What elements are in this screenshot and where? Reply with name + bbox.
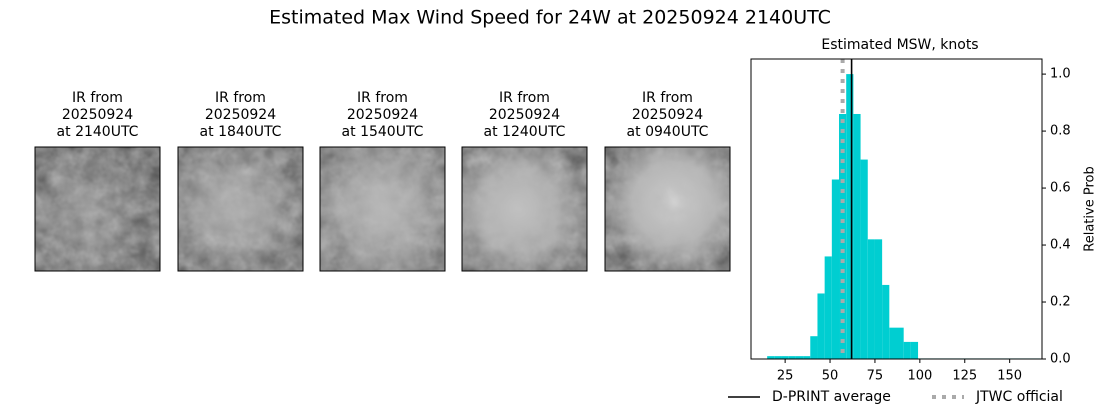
x-tick-label: 100 [907,369,932,384]
panel-caption: 20250924 [62,107,133,123]
image-border [604,146,731,272]
plot-frame [750,58,1043,360]
x-tick-label: 75 [867,369,884,384]
histogram-bar [846,74,854,359]
y-tick-label: 1.0 [1050,67,1071,82]
histogram-bar [767,356,775,359]
histogram-bar [824,256,832,359]
cloud-texture [178,147,303,271]
histogram-bar [853,113,861,360]
panel-caption: at 0940UTC [627,124,709,140]
image-border [319,146,446,272]
legend-label: D-PRINT average [772,389,891,405]
histogram-bar [903,341,911,359]
x-tick-label: 150 [997,369,1022,384]
histogram-bar [867,239,875,359]
y-tick-label: 0.6 [1050,181,1071,196]
panel-caption: at 1840UTC [200,124,282,140]
y-tick-label: 0.4 [1050,238,1071,253]
legend-label: JTWC official [975,389,1063,405]
y-tick-label: 0.8 [1050,124,1071,139]
histogram-bar [889,327,897,359]
image-border [461,146,588,272]
histogram-bar [860,159,868,359]
histogram-bar [910,341,919,359]
panel-caption: at 1240UTC [484,124,566,140]
histogram-bar [810,336,818,359]
panel-caption: at 2140UTC [57,124,139,140]
cloud-texture [320,147,445,271]
histogram-bar [882,284,890,359]
x-tick-label: 125 [952,369,977,384]
image-border [177,146,304,272]
y-tick-label: 0.2 [1050,295,1071,310]
figure-title: Estimated Max Wind Speed for 24W at 2025… [269,7,831,29]
histogram-bar [788,356,796,359]
panel-caption: IR from [72,90,123,106]
cloud-texture [35,147,160,271]
y-tick-label: 0.0 [1050,352,1071,367]
chart-title: Estimated MSW, knots [821,37,978,53]
panel-caption: 20250924 [347,107,418,123]
histogram-bar [774,356,782,359]
histogram-bar [795,356,804,359]
cloud-texture [462,147,587,271]
panel-caption: 20250924 [205,107,276,123]
x-tick-label: 25 [777,369,794,384]
panel-caption: at 1540UTC [342,124,424,140]
histogram-bar [803,356,811,359]
image-border [34,146,161,272]
histogram-bar [839,113,847,360]
panel-caption: IR from [642,90,693,106]
x-tick-label: 50 [822,369,839,384]
cloud-texture [605,147,730,271]
histogram-bar [781,356,789,359]
panel-caption: 20250924 [489,107,560,123]
panel-caption: IR from [215,90,266,106]
histogram-chart: Estimated MSW, knots 25 50 75 100 125 150 0.0 0… [728,37,1098,405]
y-axis-label: Relative Prob [1083,166,1098,251]
histogram-bar [874,239,883,359]
histogram-bar [817,293,825,359]
histogram-bar [831,179,840,359]
panel-caption: IR from [499,90,550,106]
histogram-bar [896,327,904,359]
panel-caption: IR from [357,90,408,106]
panel-caption: 20250924 [632,107,703,123]
